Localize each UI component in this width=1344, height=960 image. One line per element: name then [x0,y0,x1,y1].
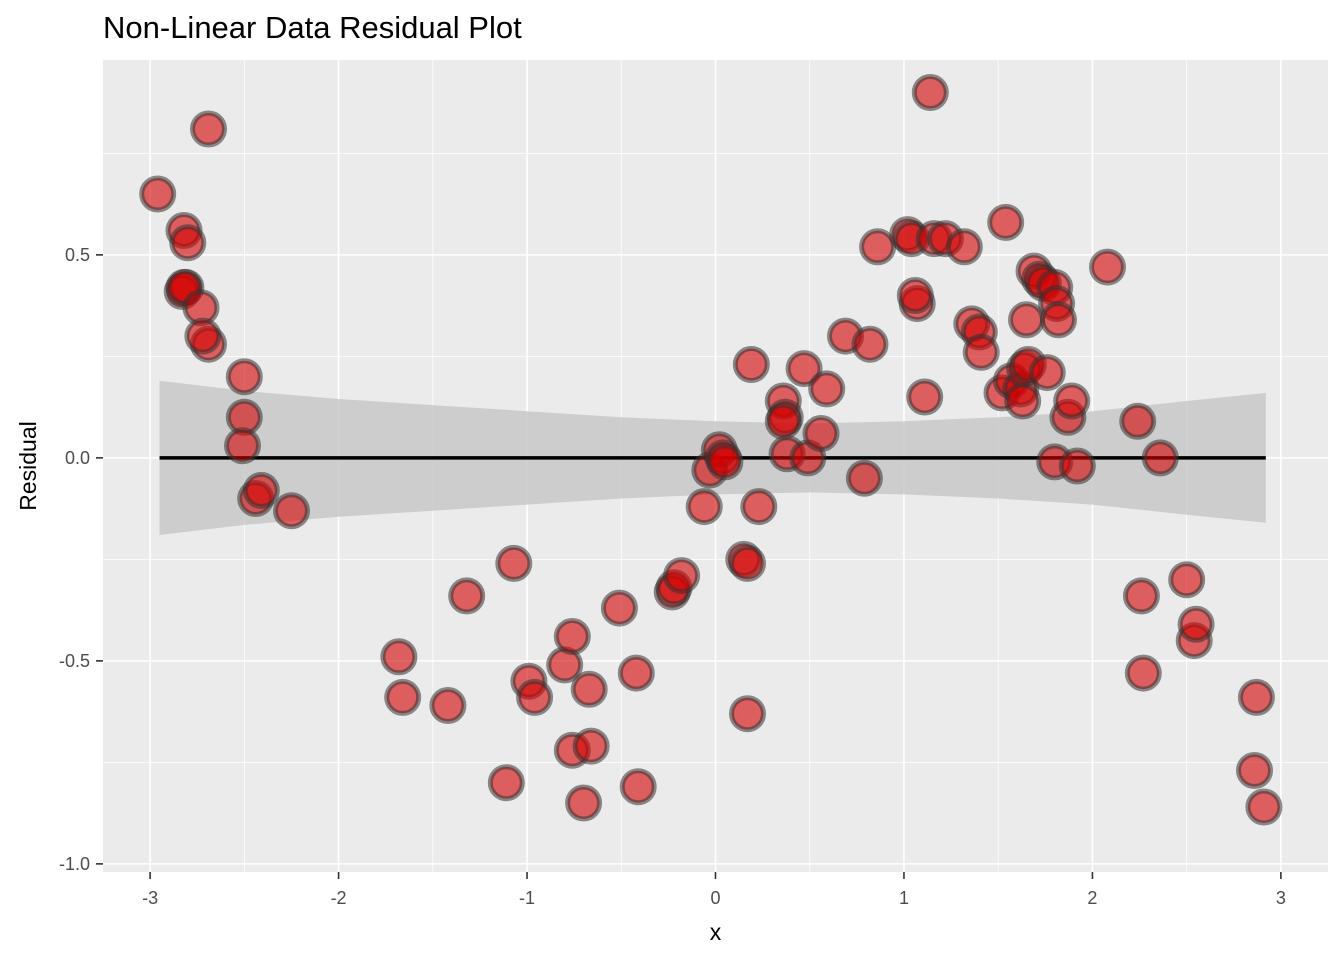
data-point [764,402,802,440]
x-tick-label: 3 [1276,888,1286,908]
data-point [1058,447,1096,485]
data-point [1177,605,1215,643]
data-point [565,784,603,822]
data-point [911,74,949,111]
x-axis-title: x [710,919,722,945]
data-point [1141,439,1179,477]
data-point [1124,654,1162,692]
data-point [184,317,222,355]
data-point [851,325,889,363]
data-point [896,277,934,314]
x-tick-label: -3 [142,888,158,908]
data-point [1245,788,1283,826]
data-point [1040,301,1077,339]
data-point [242,471,280,509]
data-point [139,175,177,213]
data-point [1119,402,1157,440]
y-tick-label: -1.0 [59,854,90,874]
data-point [600,589,638,627]
y-tick-label: -0.5 [59,651,90,671]
y-axis: -1.0 -0.5 0.0 0.5 [59,245,103,874]
data-point [1168,561,1206,599]
x-tick-label: 1 [899,888,909,908]
data-point [429,687,467,724]
data-point [169,224,207,262]
data-point [845,459,883,497]
data-point [487,764,525,802]
data-point [808,370,846,408]
data-point [802,415,840,452]
data-point [962,333,1000,371]
data-point [617,654,655,692]
data-point [1008,301,1045,339]
data-point [516,678,554,716]
data-point [1122,577,1160,615]
data-point [572,727,610,765]
x-tick-label: 0 [710,888,720,908]
data-point [729,544,766,582]
data-points [139,74,1283,826]
x-axis: -3 -2 -1 0 1 2 3 [142,872,1286,908]
x-tick-label: 2 [1087,888,1097,908]
data-point [729,695,766,733]
data-point [663,557,701,595]
y-tick-label: 0.5 [65,245,90,265]
x-tick-label: -2 [331,888,347,908]
data-point [685,488,723,526]
data-point [987,203,1025,241]
data-point [785,350,823,388]
y-axis-title: Residual [15,421,41,511]
data-point [553,618,591,655]
data-point [1237,678,1275,716]
data-point [732,346,770,383]
data-point [448,577,486,615]
data-point [384,678,422,716]
data-point [190,110,227,148]
chart-title: Non-Linear Data Residual Plot [103,10,522,45]
data-point [224,427,261,465]
data-point [945,228,983,266]
data-point [495,544,533,582]
data-point [906,378,944,416]
data-point [380,638,418,676]
data-point [273,492,310,530]
data-point [1089,248,1126,286]
x-tick-label: -1 [519,888,535,908]
data-point [706,443,744,481]
data-point [1028,354,1066,392]
data-point [859,228,897,266]
data-point [570,670,608,708]
data-point [619,768,657,806]
y-tick-label: 0.0 [65,448,90,468]
data-point [225,358,263,396]
data-point [740,488,778,526]
data-point [1236,752,1273,789]
data-point [1053,382,1091,420]
data-point [1004,382,1042,420]
